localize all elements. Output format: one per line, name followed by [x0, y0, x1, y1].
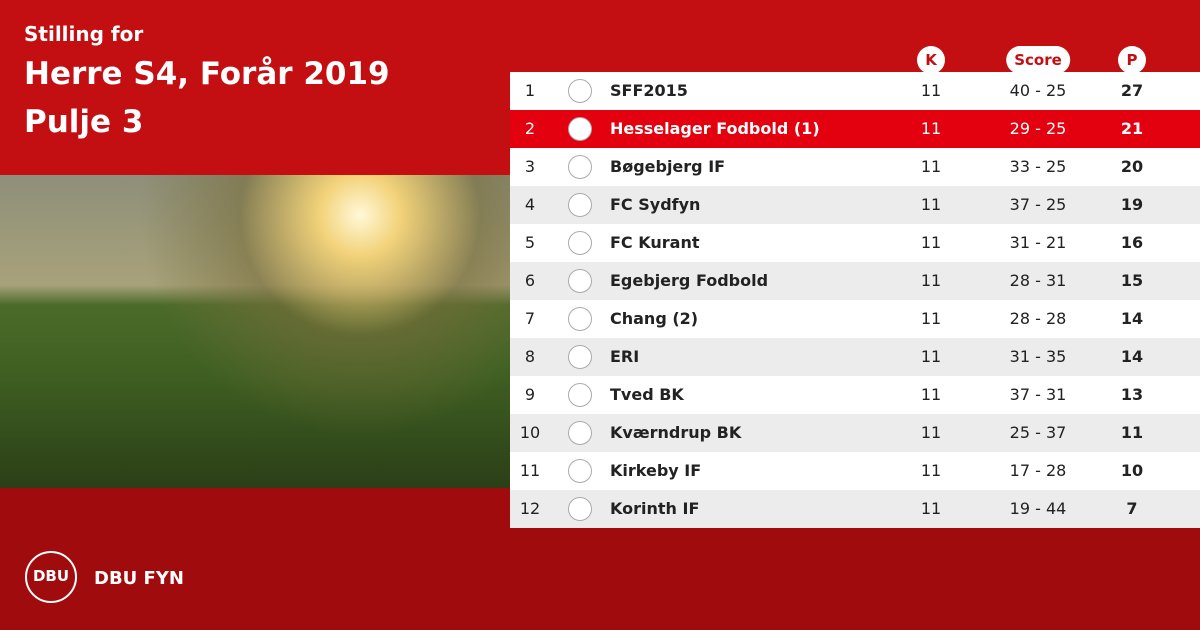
team-logo — [568, 117, 592, 141]
rank: 3 — [524, 157, 536, 176]
rank: 9 — [524, 385, 536, 404]
matches: 11 — [920, 423, 942, 442]
matches: 11 — [920, 309, 942, 328]
score: 37 - 25 — [1009, 195, 1067, 214]
rank: 11 — [519, 461, 541, 480]
team-logo — [568, 497, 592, 521]
team-name: Tved BK — [610, 385, 684, 404]
column-header: P — [1118, 46, 1146, 74]
points: 16 — [1120, 233, 1144, 252]
points: 21 — [1120, 119, 1144, 138]
row-highlighted: 2 Hesselager Fodbold (1) 11 29 - 25 21 — [510, 110, 1200, 148]
score: 29 - 25 — [1009, 119, 1067, 138]
score: 31 - 35 — [1009, 347, 1067, 366]
rank: 2 — [524, 119, 536, 138]
points: 14 — [1120, 309, 1144, 328]
score: 37 - 31 — [1009, 385, 1067, 404]
score: 28 - 31 — [1009, 271, 1067, 290]
logo-ring — [25, 551, 77, 603]
matches: 11 — [920, 157, 942, 176]
matches: 11 — [920, 461, 942, 480]
matches: 11 — [920, 233, 942, 252]
team-name: Kirkeby IF — [610, 461, 702, 480]
team-name: FC Sydfyn — [610, 195, 701, 214]
table-row: 8 ERI 11 31 - 35 14 — [510, 338, 1200, 376]
points: 14 — [1120, 347, 1144, 366]
matches: 11 — [920, 271, 942, 290]
team-name: ERI — [610, 347, 640, 366]
matches: 11 — [920, 499, 942, 518]
team-name: Kværndrup BK — [610, 423, 742, 442]
rank: 10 — [519, 423, 541, 442]
subtitle: Stilling for — [24, 22, 144, 46]
table-row: 12 Korinth IF 11 19 - 44 7 — [510, 490, 1200, 528]
title: Herre S4, Forår 2019 — [24, 56, 390, 92]
score: 40 - 25 — [1009, 81, 1067, 100]
brand: DBU FYN — [94, 568, 184, 589]
points: 27 — [1120, 81, 1144, 100]
team-logo — [568, 155, 592, 179]
column-header: K — [917, 46, 945, 74]
pool: Pulje 3 — [24, 104, 144, 140]
rank: 8 — [524, 347, 536, 366]
table-row: 4 FC Sydfyn 11 37 - 25 19 — [510, 186, 1200, 224]
standings-table: 1 SFF2015 11 40 - 25 27 2 Hesselager Fodbold (… — [510, 72, 1200, 528]
matches: 11 — [920, 385, 942, 404]
team-logo — [568, 231, 592, 255]
team-name: Bøgebjerg IF — [610, 157, 726, 176]
table-row: 9 Tved BK 11 37 - 31 13 — [510, 376, 1200, 414]
team-name: Egebjerg Fodbold — [610, 271, 769, 290]
points: 15 — [1120, 271, 1144, 290]
team-name: FC Kurant — [610, 233, 700, 252]
score: 25 - 37 — [1009, 423, 1067, 442]
table-row: 6 Egebjerg Fodbold 11 28 - 31 15 — [510, 262, 1200, 300]
points: 10 — [1120, 461, 1144, 480]
table-row: 7 Chang (2) 11 28 - 28 14 — [510, 300, 1200, 338]
score: 28 - 28 — [1009, 309, 1067, 328]
team-name: Hesselager Fodbold (1) — [610, 119, 820, 138]
rank: 6 — [524, 271, 536, 290]
points: 20 — [1120, 157, 1144, 176]
score: 31 - 21 — [1009, 233, 1067, 252]
score: 19 - 44 — [1009, 499, 1067, 518]
rank: 5 — [524, 233, 536, 252]
table-row: 3 Bøgebjerg IF 11 33 - 25 20 — [510, 148, 1200, 186]
team-logo — [568, 193, 592, 217]
points: 11 — [1120, 423, 1144, 442]
team-logo — [568, 79, 592, 103]
table-row: 5 FC Kurant 11 31 - 21 16 — [510, 224, 1200, 262]
team-name: Chang (2) — [610, 309, 699, 328]
team-logo — [568, 269, 592, 293]
rank: 4 — [524, 195, 536, 214]
matches: 11 — [920, 195, 942, 214]
score: 17 - 28 — [1009, 461, 1067, 480]
points: 7 — [1126, 499, 1138, 518]
logo-text: DBU — [32, 567, 70, 585]
team-logo — [568, 383, 592, 407]
table-row: 11 Kirkeby IF 11 17 - 28 10 — [510, 452, 1200, 490]
score: 33 - 25 — [1009, 157, 1067, 176]
photo — [0, 175, 510, 488]
team-logo — [568, 345, 592, 369]
table-row: 1 SFF2015 11 40 - 25 27 — [510, 72, 1200, 110]
column-header: Score — [1006, 46, 1070, 74]
rank: 1 — [524, 81, 536, 100]
rank: 7 — [524, 309, 536, 328]
team-name: Korinth IF — [610, 499, 700, 518]
matches: 11 — [920, 347, 942, 366]
team-name: SFF2015 — [610, 81, 688, 100]
team-logo — [568, 421, 592, 445]
points: 13 — [1120, 385, 1144, 404]
points: 19 — [1120, 195, 1144, 214]
matches: 11 — [920, 81, 942, 100]
team-logo — [568, 459, 592, 483]
team-logo — [568, 307, 592, 331]
rank: 12 — [519, 499, 541, 518]
matches: 11 — [920, 119, 942, 138]
table-row: 10 Kværndrup BK 11 25 - 37 11 — [510, 414, 1200, 452]
